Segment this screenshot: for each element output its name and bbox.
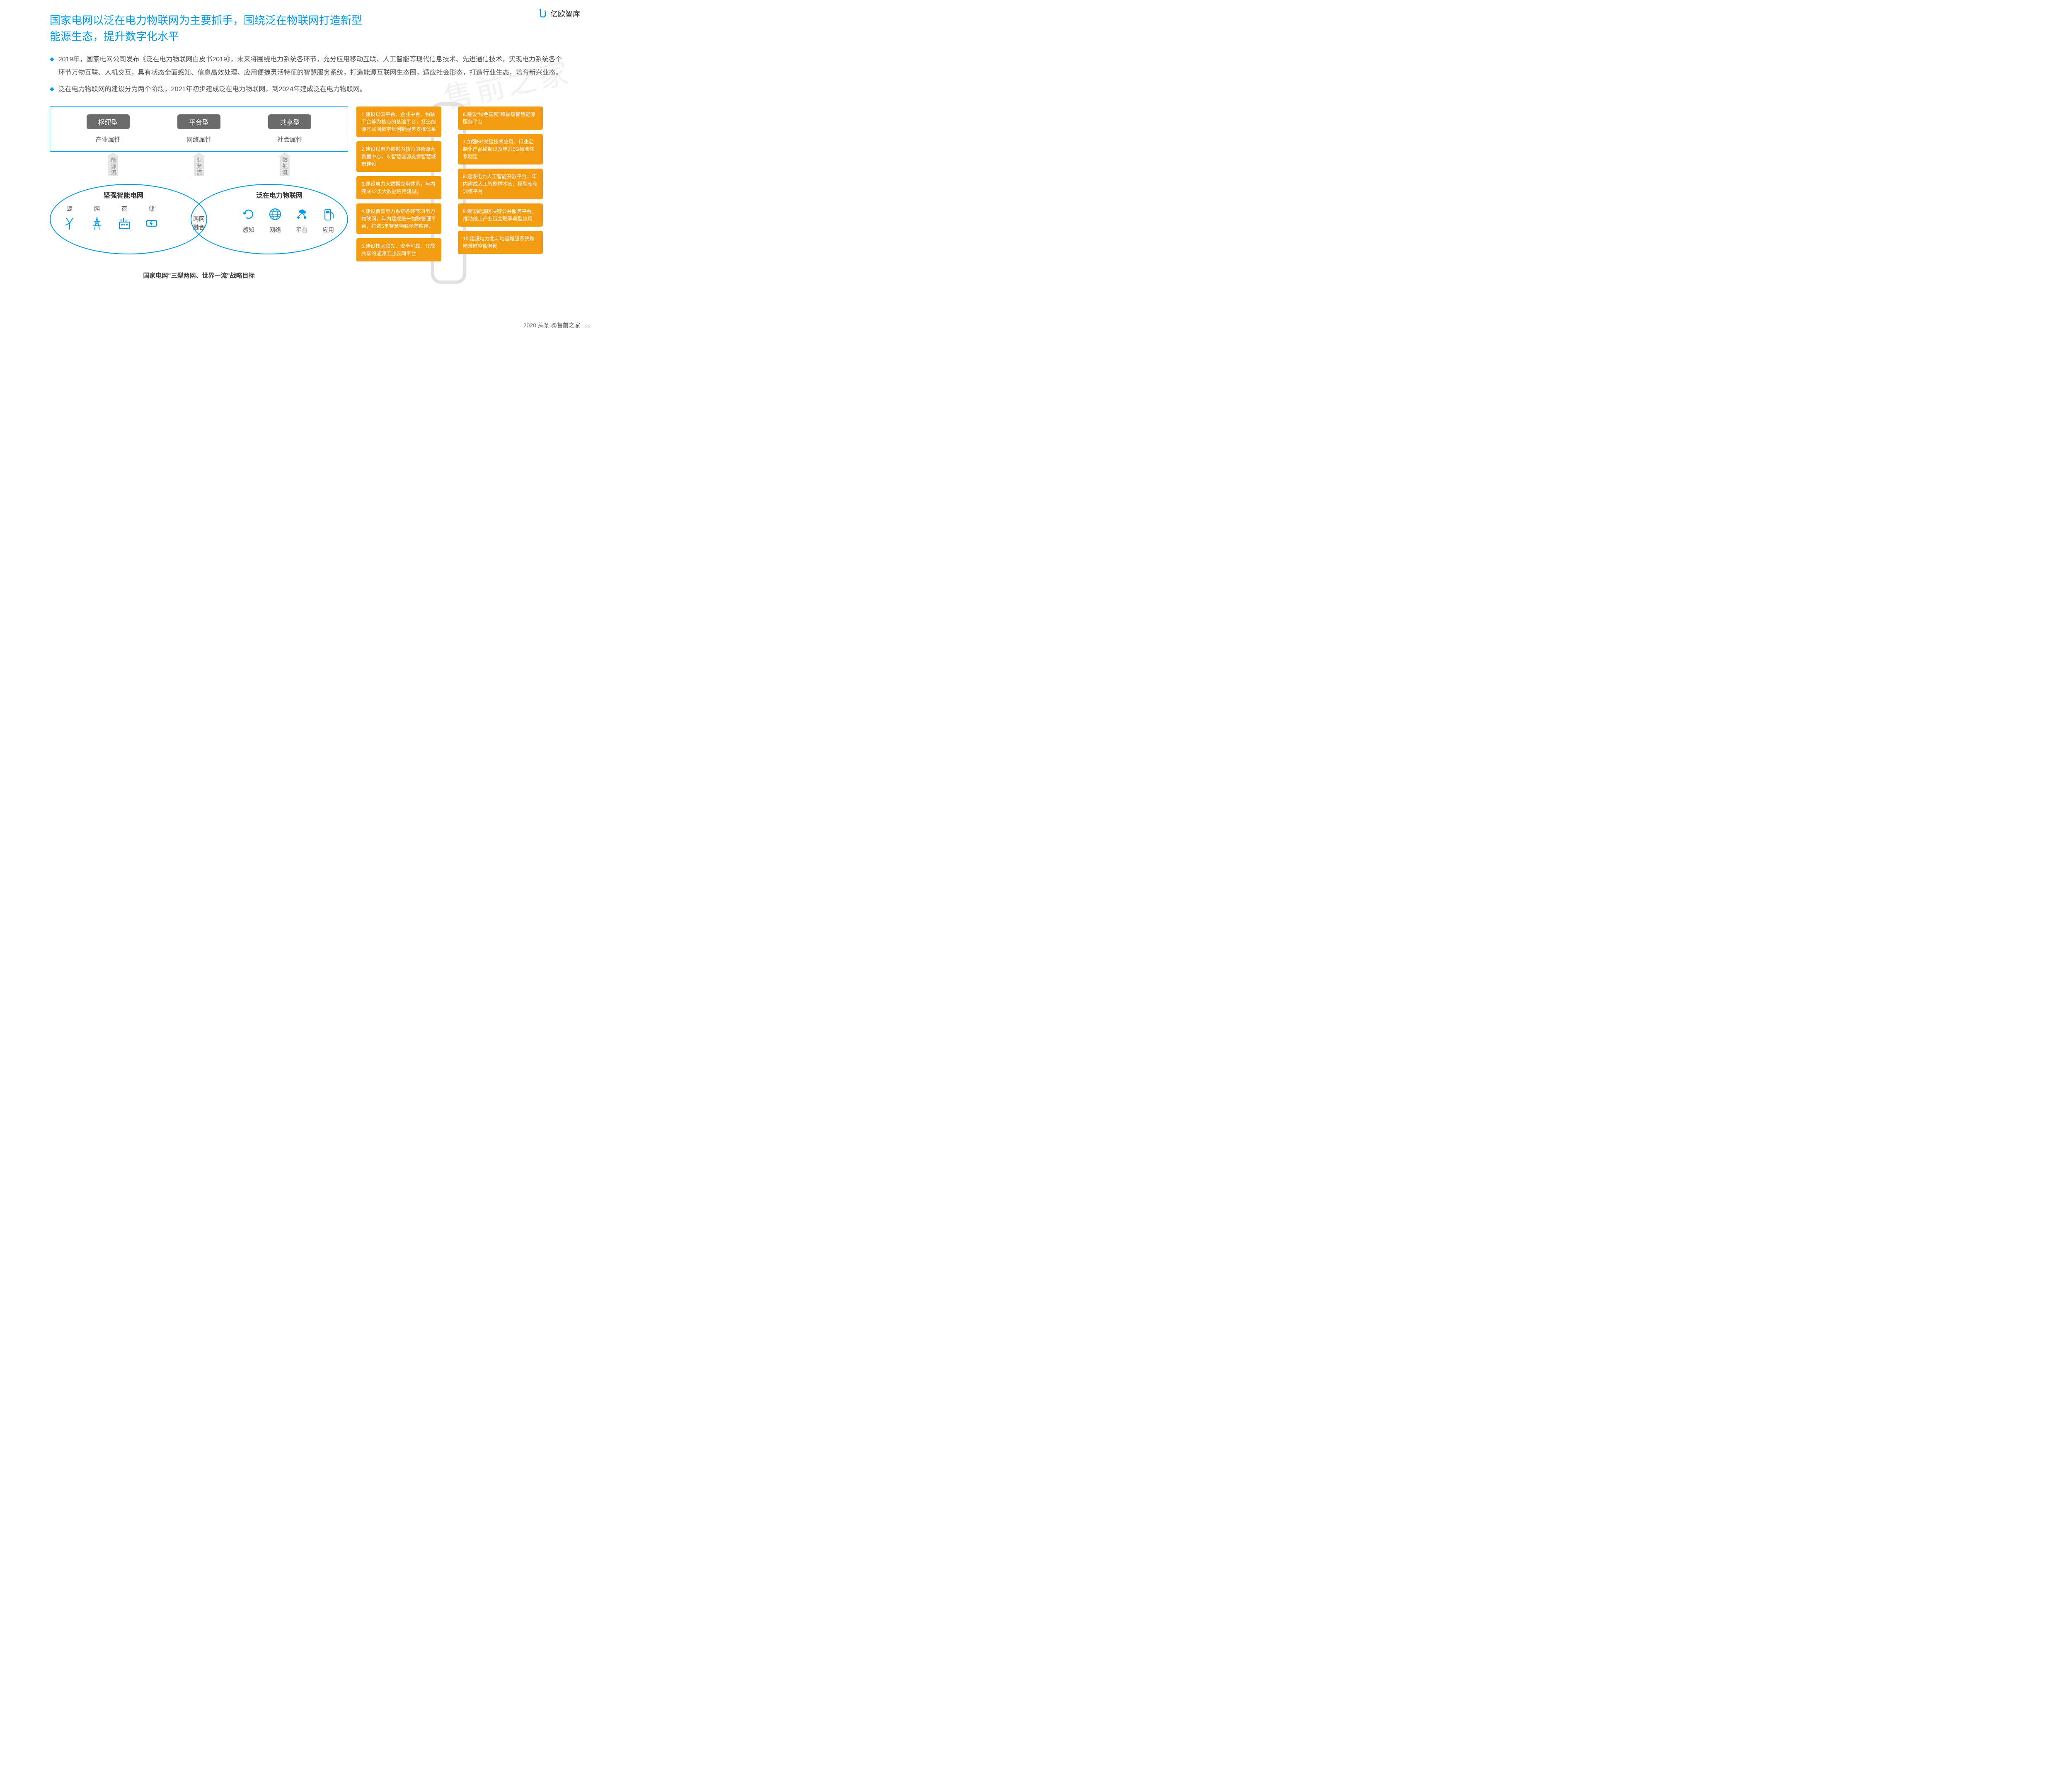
footer: 2020 头条 @售前之家 [523,321,580,329]
venn-item-label: 源 [67,205,73,213]
footer-year: 2020 [523,322,536,329]
flow-label: 业务流 [195,157,203,176]
flow-label: 能源流 [109,157,117,176]
type-pill: 平台型 [177,114,220,129]
building-icon [117,215,132,230]
bullet-text: 泛在电力物联网的建设分为两个阶段，2021年初步建成泛在电力物联网，到2024年… [58,83,366,96]
task-box: 1.建设以云平台、企业中台、物联平台等为核心的基础平台，打造能源互联网数字化创新… [356,106,441,137]
flow-arrows: 能源流 业务流 数据流 [50,152,348,181]
tasks-section: 1.建设以云平台、企业中台、物联平台等为核心的基础平台，打造能源互联网数字化创新… [356,106,564,280]
type-attribute: 网络属性 [186,135,211,144]
bullet-item: ◆ 泛在电力物联网的建设分为两个阶段，2021年初步建成泛在电力物联网，到202… [50,83,564,96]
venn-item: 储 [144,205,159,230]
venn-diagram: 坚强智能电网 泛在电力物联网 两网 融合 源 网 荷 储 [50,184,348,263]
globe-icon [268,207,283,222]
task-box: 2.建设以电力数据为核心的能源大数据中心，以智慧能源支撑智慧城市建设 [356,141,441,172]
task-box: 10.建设电力北斗地基增强系统和精准时空服务网 [458,231,543,254]
footer-brand: 头条 @售前之家 [538,322,580,329]
venn-item-label: 网 [94,205,100,213]
task-box: 9.建设能源区块链公共服务平台，推动线上产业链金融等典型应用 [458,203,543,227]
bullet-list: ◆ 2019年，国家电网公司发布《泛在电力物联网白皮书2019》，未来将围绕电力… [50,53,564,96]
diagram-caption: 国家电网"三型两网、世界一流"战略目标 [50,271,348,280]
venn-item-label: 应用 [322,226,334,234]
venn-item: 源 [62,205,77,230]
venn-item-label: 感知 [243,226,254,234]
tasks-column-right: 6.建设"绿色国网"和省级智慧能源服务平台 7.加强5G关键技术应用、行业定制化… [458,106,543,280]
task-box: 7.加强5G关键技术应用、行业定制化产品研制以及电力5G标准体系制定 [458,134,543,164]
wind-turbine-icon [62,215,77,230]
type-column: 平台型 网络属性 [177,114,220,144]
venn-item-label: 平台 [296,226,307,234]
type-attribute: 产业属性 [96,135,121,144]
venn-title-left: 坚强智能电网 [104,190,143,200]
venn-item: 感知 [241,207,256,234]
battery-icon [144,215,159,230]
venn-title-right: 泛在电力物联网 [256,190,303,200]
venn-item: 网络 [268,207,283,234]
task-box: 6.建设"绿色国网"和省级智慧能源服务平台 [458,106,543,130]
refresh-icon [241,207,256,222]
type-column: 枢纽型 产业属性 [87,114,130,144]
venn-item-label: 储 [149,205,155,213]
venn-item: 荷 [117,205,132,230]
tasks-column-left: 1.建设以云平台、企业中台、物联平台等为核心的基础平台，打造能源互联网数字化创新… [356,106,441,280]
flow-arrow: 业务流 [194,156,204,176]
bullet-text: 2019年，国家电网公司发布《泛在电力物联网白皮书2019》，未来将围绕电力系统… [58,53,564,80]
types-box: 枢纽型 产业属性 平台型 网络属性 共享型 社会属性 [50,106,348,152]
task-box: 5.建设技术领先、安全可靠、开放共享的能源工业云网平台 [356,238,441,261]
task-box: 3.建设电力大数据应用体系，年内完成12类大数据应用建设。 [356,176,441,199]
tower-icon [90,215,104,230]
venn-center-label: 两网 融合 [193,215,205,231]
bullet-item: ◆ 2019年，国家电网公司发布《泛在电力物联网白皮书2019》，未来将围绕电力… [50,53,564,80]
logo-text: 亿欧智库 [550,8,580,19]
venn-right-items: 感知 网络 平台 应用 [241,207,336,234]
logo: 亿欧智库 [538,8,580,19]
charger-icon [321,207,336,222]
type-column: 共享型 社会属性 [268,114,311,144]
bullet-marker-icon: ◆ [50,85,54,92]
venn-item: 应用 [321,207,336,234]
flow-arrow: 能源流 [108,156,118,176]
venn-item: 网 [90,205,104,230]
bullet-marker-icon: ◆ [50,56,54,63]
venn-left-items: 源 网 荷 储 [62,205,159,230]
logo-icon [538,9,548,19]
page-number: 23 [585,324,591,329]
type-pill: 共享型 [268,114,311,129]
venn-item-label: 网络 [269,226,281,234]
main-content: 枢纽型 产业属性 平台型 网络属性 共享型 社会属性 能源流 业务流 数据流 [50,106,564,280]
flow-label: 数据流 [281,157,288,176]
venn-item: 平台 [294,207,309,234]
type-attribute: 社会属性 [277,135,302,144]
type-pill: 枢纽型 [87,114,130,129]
venn-item-label: 荷 [121,205,127,213]
cloud-network-icon [294,207,309,222]
flow-arrow: 数据流 [280,156,290,176]
task-box: 4.建设覆盖电力系统各环节的电力物联网，年内建成统一物联管理平台，打造5类智慧物… [356,203,441,234]
task-box: 8.建设电力人工智能开放平台，年内建成人工智能样本库、模型库和训练平台 [458,169,543,199]
strategy-diagram: 枢纽型 产业属性 平台型 网络属性 共享型 社会属性 能源流 业务流 数据流 [50,106,348,280]
page-title: 国家电网以泛在电力物联网为主要抓手，围绕泛在物联网打造新型能源生态，提升数字化水… [50,12,365,45]
